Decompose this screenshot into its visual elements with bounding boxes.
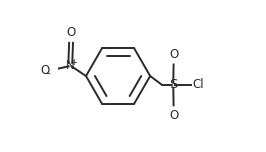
Text: O: O bbox=[169, 48, 178, 61]
Text: O: O bbox=[40, 64, 50, 76]
Text: O: O bbox=[169, 109, 178, 122]
Text: +: + bbox=[70, 58, 77, 67]
Text: N: N bbox=[66, 59, 75, 72]
Text: −: − bbox=[43, 69, 51, 79]
Text: O: O bbox=[66, 26, 76, 39]
Text: Cl: Cl bbox=[192, 78, 203, 92]
Text: S: S bbox=[169, 78, 177, 92]
